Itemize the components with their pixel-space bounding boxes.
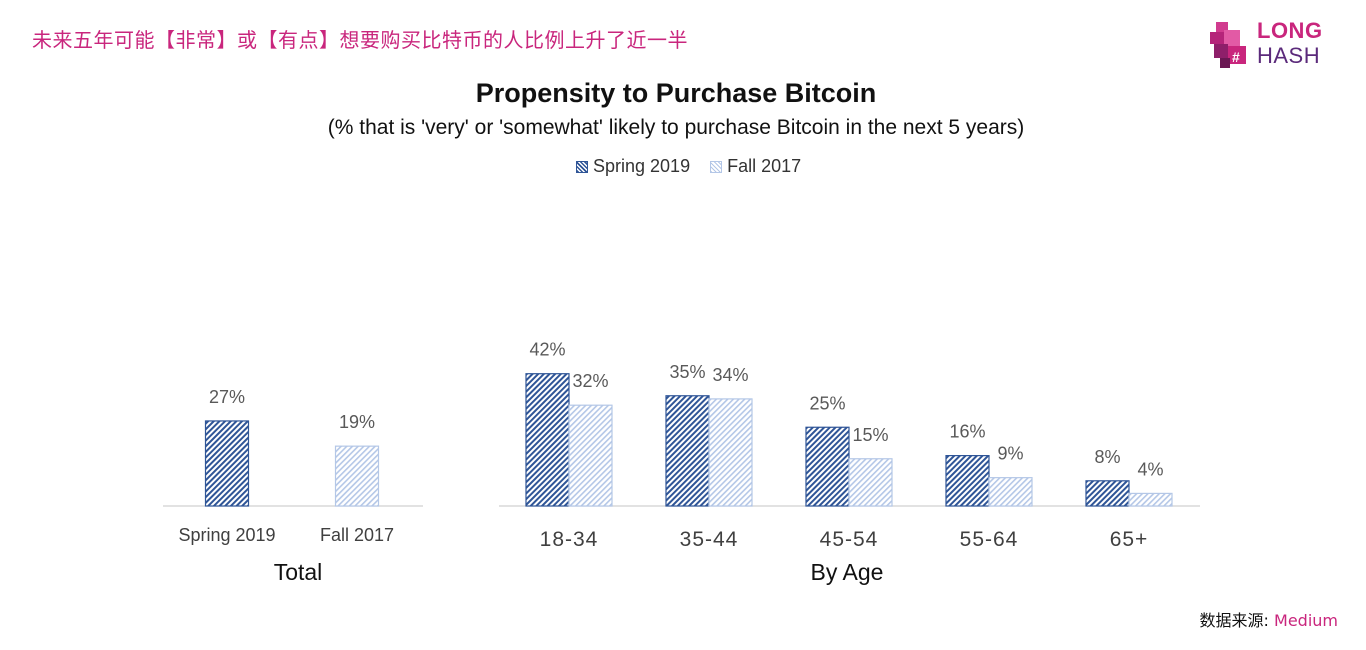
tick-label-age-45-54: 45-54	[820, 528, 879, 551]
legend-label-spring-2019: Spring 2019	[593, 156, 691, 176]
bar-spring-2019-65-	[1085, 480, 1130, 507]
panel-title-by-age: By Age	[811, 559, 884, 585]
data-label-spring-2019-35-44: 35%	[669, 362, 705, 382]
svg-text:#: #	[1232, 49, 1240, 65]
bar-fall-2017-35-44	[708, 398, 753, 507]
legend-swatch-spring-2019	[576, 160, 588, 173]
data-label-fall-2017-65-: 4%	[1137, 459, 1163, 479]
data-label-fall-2017-45-54: 15%	[852, 425, 888, 445]
legend-item-fall-2017: Fall 2017	[710, 156, 801, 177]
tick-label-total-fall-2017: Fall 2017	[320, 525, 394, 545]
data-label-spring-2019-55-64: 16%	[949, 422, 985, 442]
data-label-fall-2017-55-64: 9%	[997, 444, 1023, 464]
data-label-spring-2019-45-54: 25%	[809, 393, 845, 413]
chart-title: Propensity to Purchase Bitcoin	[475, 78, 877, 108]
data-label-spring-2019-18-34: 42%	[529, 340, 565, 360]
source-note: 数据来源: Medium	[1200, 607, 1338, 631]
bar-fall-2017-65-	[1128, 492, 1173, 507]
panel-title-total: Total	[274, 559, 323, 585]
tick-label-age-35-44: 35-44	[680, 528, 739, 551]
bar-spring-2019-55-64	[945, 455, 990, 507]
tick-label-total-spring-2019: Spring 2019	[178, 525, 275, 545]
source-name: Medium	[1274, 611, 1338, 630]
legend-label-fall-2017: Fall 2017	[727, 156, 802, 176]
logo-line-2: HASH	[1257, 43, 1321, 68]
data-label-total-spring-2019: 27%	[209, 387, 245, 407]
bar-fall-2017-55-64	[988, 477, 1033, 507]
data-label-fall-2017-18-34: 32%	[572, 371, 608, 391]
data-label-spring-2019-65-: 8%	[1094, 447, 1120, 467]
data-label-total-fall-2017: 19%	[339, 412, 375, 432]
data-label-fall-2017-35-44: 34%	[712, 365, 748, 385]
logo-cube-icon: #	[1210, 22, 1246, 68]
legend-item-spring-2019: Spring 2019	[576, 156, 690, 177]
bar-total-fall-2017	[334, 445, 380, 507]
longhash-logo: # LONG HASH	[1206, 18, 1336, 74]
tick-label-age-18-34: 18-34	[540, 528, 599, 551]
headline: 未来五年可能【非常】或【有点】想要购买比特币的人比例上升了近一半	[32, 28, 688, 52]
bar-spring-2019-45-54	[805, 426, 850, 507]
tick-label-age-55-64: 55-64	[960, 528, 1019, 551]
bar-total-spring-2019	[204, 420, 250, 507]
chart-legend: Spring 2019 Fall 2017	[576, 156, 821, 177]
bar-fall-2017-45-54	[848, 458, 893, 507]
bar-spring-2019-18-34	[525, 373, 570, 507]
tick-label-age-65-: 65+	[1110, 528, 1149, 551]
source-label: 数据来源:	[1199, 611, 1269, 630]
chart-subtitle: (% that is 'very' or 'somewhat' likely t…	[327, 116, 1025, 139]
logo-line-1: LONG	[1257, 18, 1323, 43]
bar-fall-2017-18-34	[568, 404, 613, 507]
bar-spring-2019-35-44	[665, 395, 710, 507]
legend-swatch-fall-2017	[710, 160, 723, 173]
